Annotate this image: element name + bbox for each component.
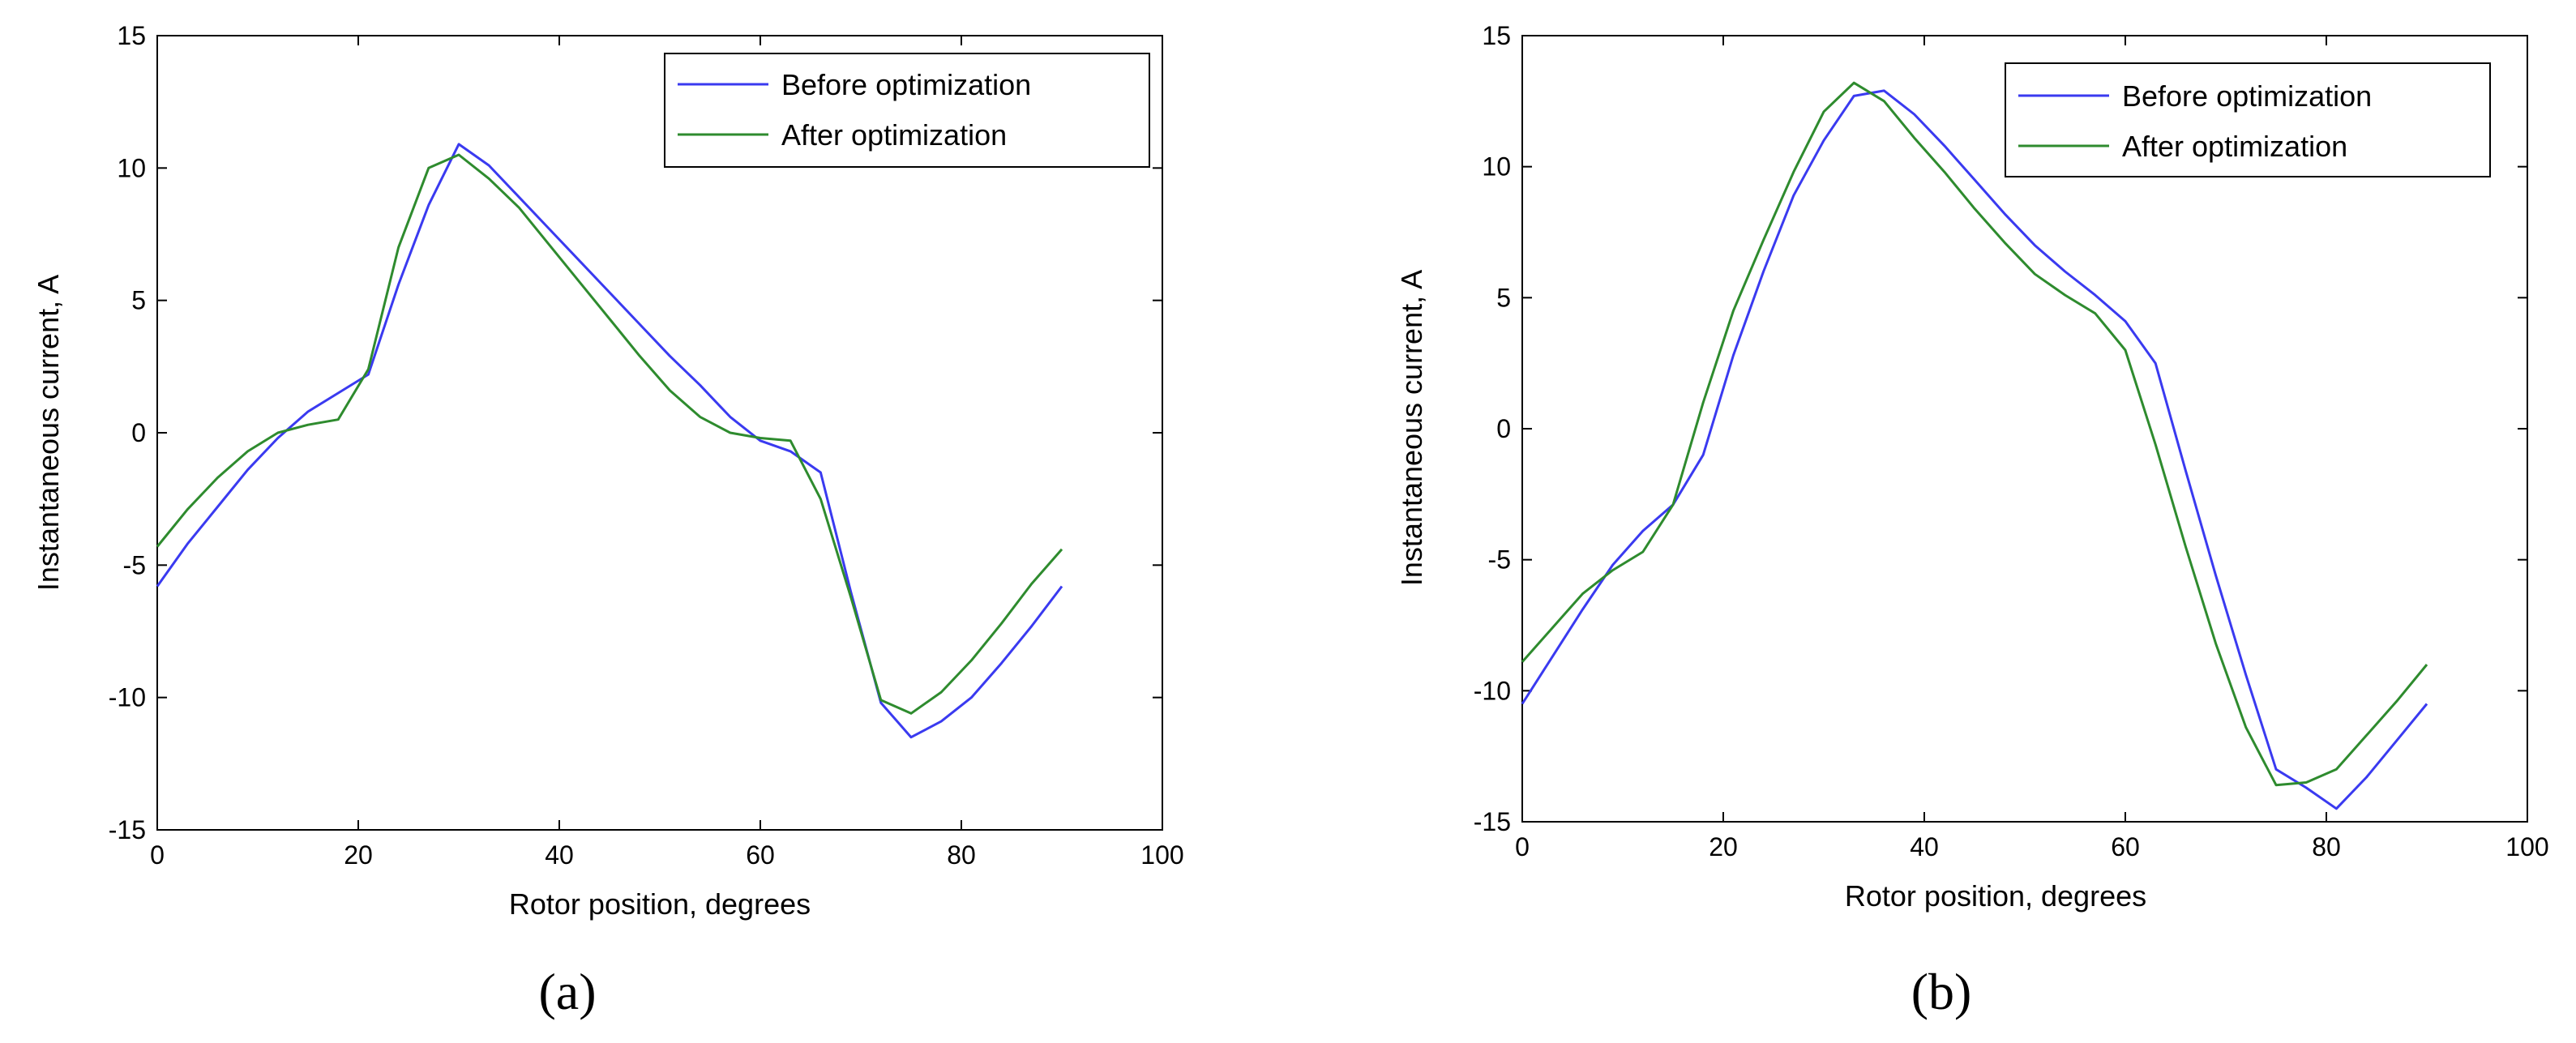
chart-a-y-tick-label: -5 [123,550,146,579]
chart-b-ticks: 0 20 40 60 80 100 -15 -10 -5 0 5 10 15 [1474,21,2549,861]
chart-b-legend: Before optimization After optimization [2005,62,2491,177]
chart-a-series-line-before [156,143,1063,739]
chart-b-legend-box [2005,62,2491,177]
chart-b-y-tick-label: 15 [1482,21,1511,50]
chart-a-x-tick-label: 20 [344,840,373,870]
chart-a-panel-label: (a) [538,963,596,1020]
chart-a: 0 20 40 60 80 100 -15 -10 -5 0 5 10 15 Rotor positio… [32,21,1184,1020]
chart-b-y-tick-label: 5 [1496,283,1511,312]
chart-b-y-tick-label: -15 [1474,807,1511,836]
chart-b-x-tick-label: 80 [2312,832,2341,861]
chart-a-x-tick-label: 60 [746,840,775,870]
chart-a-y-tick-label: 15 [117,21,146,50]
chart-b-legend-label-after: After optimization [2122,130,2347,163]
chart-b-series [1521,81,2428,810]
chart-a-series-line-after [156,153,1063,715]
chart-a-y-tick-label: 0 [131,418,146,447]
chart-a-y-tick-label: 10 [117,153,146,182]
chart-b-series-line-after [1521,81,2428,787]
chart-b-x-tick-label: 60 [2111,832,2140,861]
chart-b-y-tick-label: 10 [1482,152,1511,182]
chart-b-y-tick-label: -5 [1488,545,1511,575]
chart-a-plot-area [156,35,1163,831]
chart-b-x-axis-label: Rotor position, degrees [1845,879,2146,913]
chart-a-y-axis-label: Instantaneous current, A [32,275,65,591]
chart-a-legend-label-after: After optimization [781,118,1007,152]
chart-b-panel-label: (b) [1911,963,1972,1020]
chart-a-x-axis-label: Rotor position, degrees [509,887,811,921]
chart-b-x-tick-label: 0 [1515,832,1530,861]
chart-a-series [156,143,1063,739]
chart-a-x-tick-label: 100 [1140,840,1183,870]
chart-a-legend-label-before: Before optimization [781,68,1031,101]
chart-a-x-tick-label: 80 [947,840,976,870]
chart-a-x-tick-label: 0 [150,840,165,870]
chart-b-y-tick-label: 0 [1496,414,1511,443]
chart-a-legend-box [664,53,1150,168]
chart-b-y-tick-label: -10 [1474,676,1511,705]
chart-a-y-tick-label: 5 [131,286,146,315]
chart-b-x-tick-label: 100 [2505,832,2548,861]
chart-a-legend: Before optimization After optimization [664,53,1150,168]
chart-a-ticks: 0 20 40 60 80 100 -15 -10 -5 0 5 10 15 [109,21,1184,870]
chart-a-x-tick-label: 40 [545,840,574,870]
chart-b-x-tick-label: 20 [1709,832,1738,861]
chart-a-y-tick-label: -10 [109,683,146,712]
chart-b-y-axis-label: Instantaneous current, A [1395,270,1428,586]
chart-b: 0 20 40 60 80 100 -15 -10 -5 0 5 10 15 Rotor positio… [1395,21,2549,1020]
chart-a-y-tick-label: -15 [109,815,146,844]
chart-b-legend-label-before: Before optimization [2122,79,2372,113]
chart-b-x-tick-label: 40 [1910,832,1939,861]
